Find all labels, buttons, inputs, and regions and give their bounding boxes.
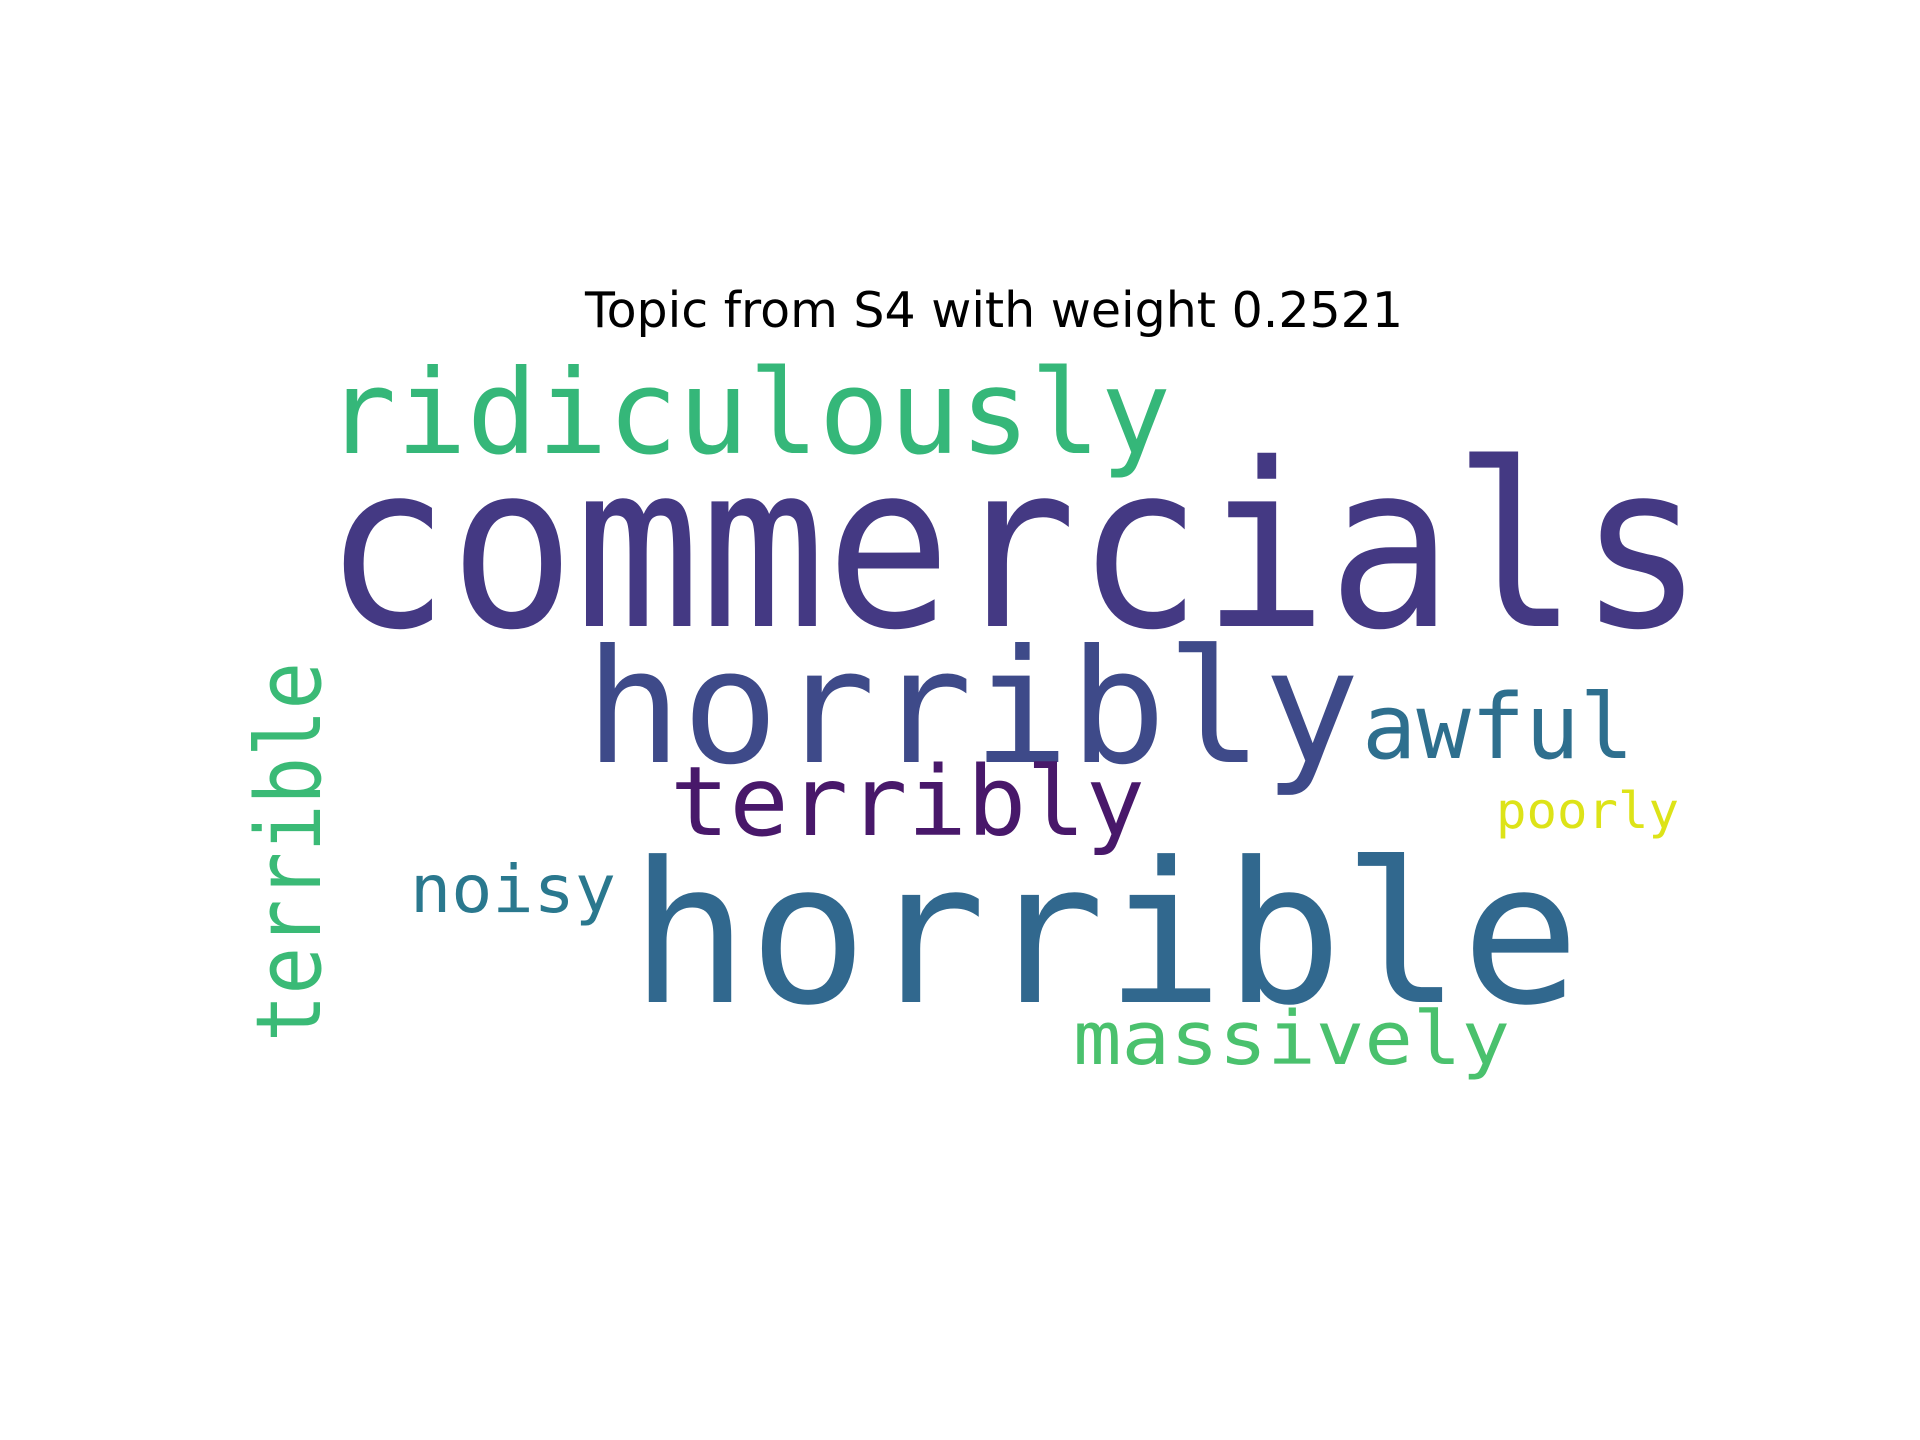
word-commercials: commercials xyxy=(324,414,1704,680)
word-noisy: noisy xyxy=(410,851,616,928)
word-awful: awful xyxy=(1362,675,1634,780)
word-horribly: horribly xyxy=(585,616,1360,800)
word-horrible: horrible xyxy=(630,821,1580,1049)
word-poorly: poorly xyxy=(1496,782,1679,840)
word-ridiculously: ridiculously xyxy=(326,344,1171,481)
chart-title: Topic from S4 with weight 0.2521 xyxy=(584,282,1404,339)
word-massively: massively xyxy=(1073,996,1510,1082)
word-terribly: terribly xyxy=(670,746,1145,858)
word-terrible: terrible xyxy=(237,662,342,1042)
